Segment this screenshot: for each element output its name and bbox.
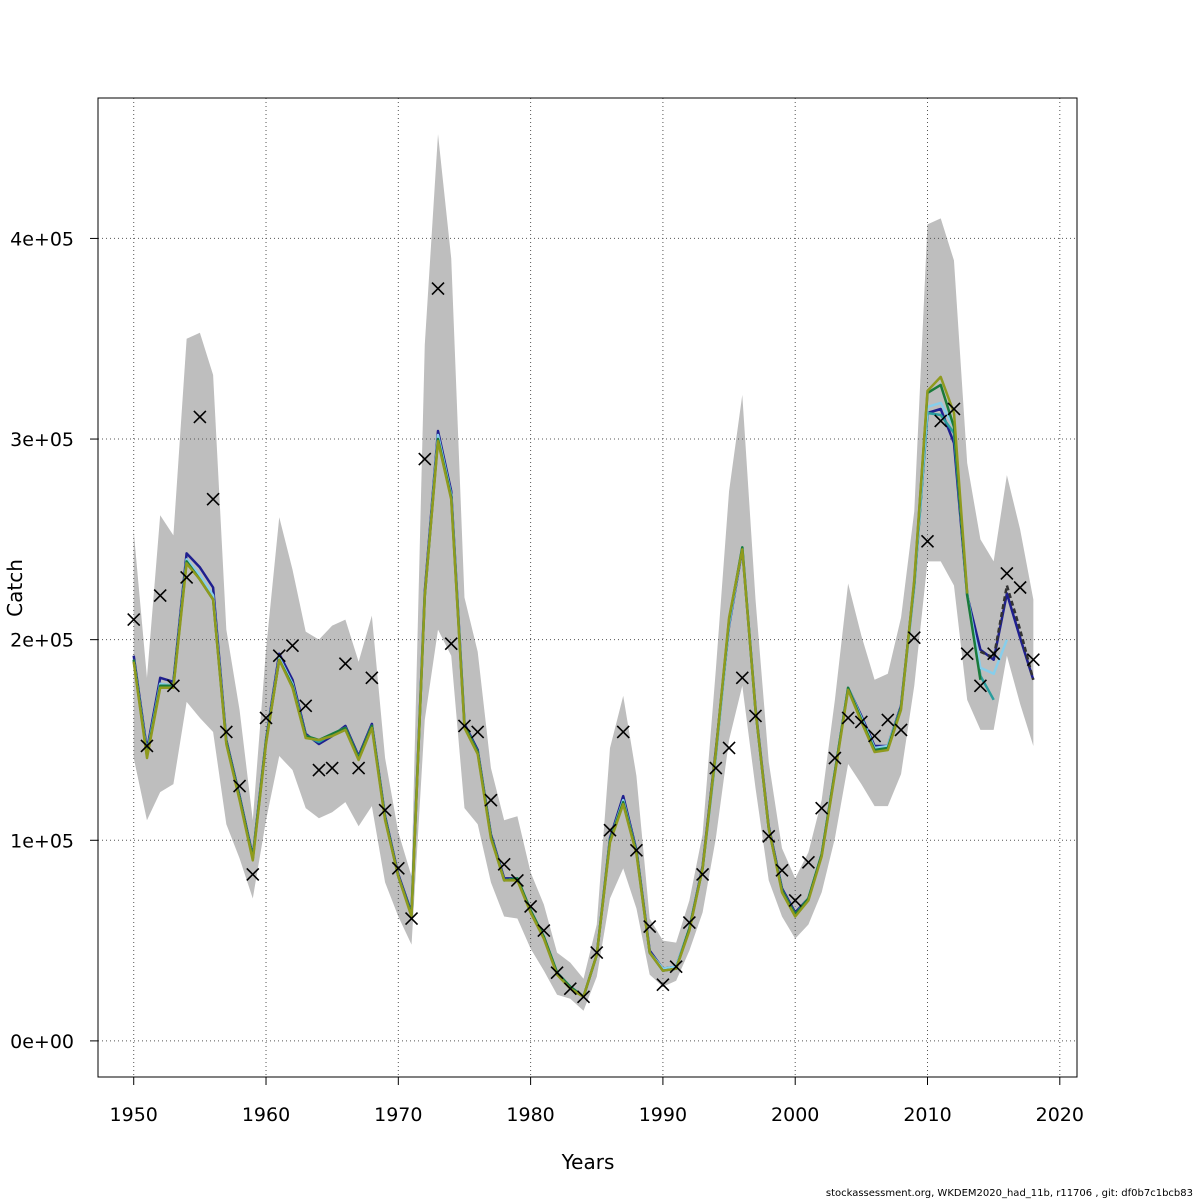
observed-point <box>669 960 683 974</box>
observed-point <box>325 761 339 775</box>
observed-point <box>153 588 167 603</box>
observed-point <box>404 911 419 926</box>
plot-frame <box>97 97 1078 1078</box>
observed-point <box>312 763 326 777</box>
observed-point <box>907 631 921 645</box>
series-line-5 <box>132 375 969 999</box>
observed-point <box>656 978 670 992</box>
observed-point <box>338 657 352 671</box>
observed-point <box>775 863 789 877</box>
observed-point <box>232 779 247 793</box>
observed-point <box>590 946 604 960</box>
x-tick-label: 1950 <box>110 1104 158 1126</box>
observed-point <box>391 861 405 875</box>
observed-point <box>140 739 154 753</box>
observed-point <box>352 761 366 775</box>
observed-point <box>285 639 300 653</box>
footer-credit: stockassessment.org, WKDEM2020_had_11b, … <box>826 1188 1193 1199</box>
observed-point <box>735 671 749 685</box>
x-tick-label: 1970 <box>374 1104 422 1126</box>
x-tick-label: 1980 <box>506 1104 554 1126</box>
observed-point <box>722 741 736 755</box>
observed-point <box>960 647 974 661</box>
observed-point <box>537 923 551 938</box>
observed-point <box>629 843 644 857</box>
observed-point <box>643 919 657 934</box>
observed-point <box>762 829 776 843</box>
axes-layer: 1950 1960 1970 1980 1990 2000 2010 2020 0e+00 1e+… <box>10 97 1084 1126</box>
observed-point <box>524 899 538 914</box>
observed-point <box>259 711 273 725</box>
x-axis-title: Years <box>561 1150 615 1174</box>
observed-point <box>510 873 524 887</box>
observed-point <box>682 915 696 930</box>
observed-point <box>444 637 458 651</box>
observed-point <box>457 719 472 733</box>
confidence-band-layer <box>133 134 1034 1011</box>
observed-point <box>431 282 445 296</box>
observed-points-layer <box>127 282 1040 1004</box>
observed-point <box>696 867 710 881</box>
confidence-band <box>133 134 1034 1011</box>
observed-point <box>550 966 564 980</box>
observed-point <box>748 709 763 723</box>
observed-point <box>166 679 180 693</box>
observed-point <box>815 801 829 815</box>
observed-point <box>246 867 260 881</box>
observed-point <box>934 414 948 428</box>
x-tick-label: 2000 <box>771 1104 819 1126</box>
y-tick-label: 2e+05 <box>10 630 74 652</box>
observed-point <box>365 671 379 685</box>
observed-point <box>868 729 882 743</box>
observed-point <box>854 715 868 729</box>
observed-point <box>828 751 842 765</box>
observed-point <box>616 725 630 739</box>
y-tick-label: 3e+05 <box>10 429 74 451</box>
observed-point <box>206 492 220 506</box>
observed-point <box>894 723 908 737</box>
observed-point <box>788 893 802 908</box>
series-line-6 <box>979 584 1035 681</box>
observed-point <box>920 534 935 548</box>
observed-point <box>947 402 961 416</box>
y-tick-label: 4e+05 <box>10 228 74 250</box>
observed-point <box>603 823 617 837</box>
x-tick-label: 2020 <box>1036 1104 1084 1126</box>
observed-point <box>576 990 591 1004</box>
observed-point <box>1026 653 1040 667</box>
observed-point <box>881 713 895 727</box>
observed-point <box>484 793 498 807</box>
observed-point <box>563 982 577 996</box>
observed-point <box>801 855 816 869</box>
observed-point <box>987 647 1001 661</box>
observed-point <box>709 761 723 775</box>
observed-point <box>1000 566 1014 581</box>
observed-point <box>471 725 485 739</box>
observed-point <box>378 803 392 817</box>
observed-point <box>180 570 194 585</box>
observed-point <box>193 410 207 424</box>
x-tick-label: 2010 <box>903 1104 951 1126</box>
observed-point <box>1013 580 1027 595</box>
observed-point <box>272 649 286 663</box>
observed-point <box>219 725 233 739</box>
y-axis-title: Catch <box>3 559 27 617</box>
x-tick-label: 1960 <box>242 1104 290 1126</box>
observed-point <box>299 699 313 713</box>
observed-point <box>418 452 432 466</box>
x-tick-label: 1990 <box>639 1104 687 1126</box>
y-tick-label: 1e+05 <box>10 830 74 852</box>
observed-point <box>127 613 141 627</box>
observed-point <box>497 857 511 871</box>
y-tick-label: 0e+00 <box>10 1031 74 1053</box>
observed-point <box>973 679 987 693</box>
observed-point <box>841 711 855 725</box>
